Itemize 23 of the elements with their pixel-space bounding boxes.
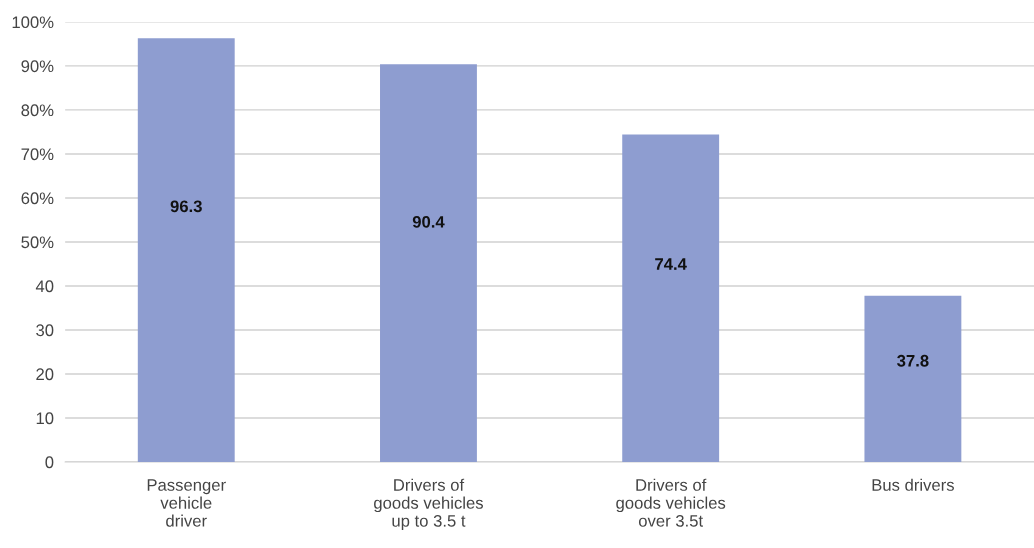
y-tick-label: 50% (21, 236, 54, 249)
y-tick-label: 10 (36, 412, 54, 425)
bar (137, 38, 235, 462)
data-label: 37.8 (897, 354, 929, 367)
y-tick-label: 70% (21, 148, 54, 161)
x-tick-label: Drivers of goods vehicles over 3.5t (616, 478, 726, 527)
y-tick-label: 40 (35, 280, 54, 293)
y-tick-label: 80% (21, 104, 54, 117)
bar (380, 64, 477, 462)
x-tick-label: Drivers of goods vehicles up to 3.5 t (374, 478, 483, 531)
x-tick-label: Bus drivers (872, 478, 954, 491)
data-label: 74.4 (655, 258, 687, 270)
x-tick-label: Passenger vehicle driver (147, 479, 226, 527)
data-label: 96.3 (170, 200, 202, 213)
bar (622, 134, 720, 462)
data-label: 90.4 (412, 215, 445, 228)
bar (864, 295, 962, 462)
y-tick-label: 30 (36, 324, 54, 337)
y-tick-label: 20 (36, 368, 54, 381)
y-tick-label: 100% (12, 16, 54, 29)
y-tick-label: 0 (45, 456, 54, 469)
y-tick-label: 90% (21, 60, 54, 73)
y-tick-label: 60% (21, 192, 54, 205)
